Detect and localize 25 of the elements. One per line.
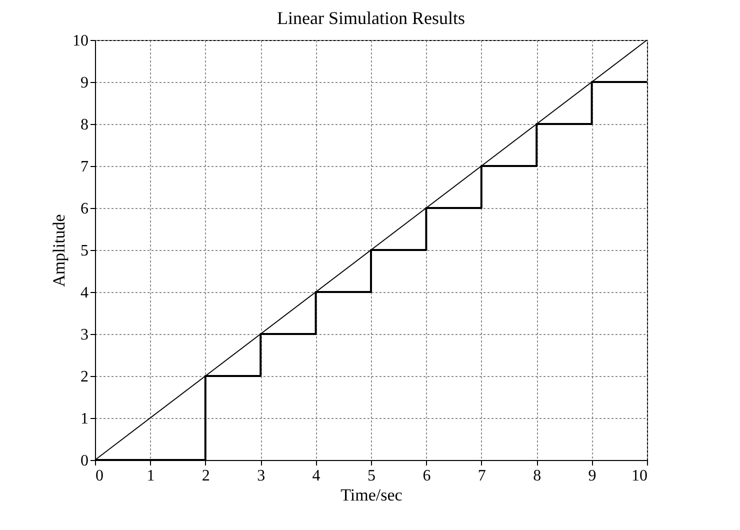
x-tick-label: 6 [422, 468, 431, 484]
x-tick-label: 1 [146, 468, 155, 484]
x-tick-label: 3 [257, 468, 266, 484]
x-tick-label: 8 [533, 468, 542, 484]
x-tick-label: 9 [588, 468, 596, 484]
x-tick-label: 2 [202, 468, 210, 484]
y-axis-title: Amplitude [50, 214, 68, 287]
y-tick-label: 7 [80, 158, 88, 176]
y-tick-label: 4 [80, 284, 88, 302]
y-tick-label: 8 [80, 116, 88, 134]
x-tick-label: 4 [312, 468, 320, 484]
x-tick-label: 7 [478, 468, 486, 484]
chart-title: Linear Simulation Results [277, 8, 465, 28]
y-tick-label: 3 [80, 326, 88, 344]
y-tick-label: 6 [80, 200, 88, 218]
y-tick-label: 2 [80, 368, 88, 386]
x-axis-title: Time/sec [340, 486, 403, 504]
y-tick-label: 10 [72, 32, 88, 50]
y-tick-label: 0 [80, 452, 88, 470]
x-tick-label: 5 [368, 468, 376, 484]
x-tick-label: 10 [632, 468, 648, 484]
x-tick-label: 0 [96, 468, 104, 484]
y-tick-label: 9 [80, 74, 88, 92]
y-tick-label: 5 [80, 242, 88, 260]
y-tick-label: 1 [80, 410, 88, 428]
